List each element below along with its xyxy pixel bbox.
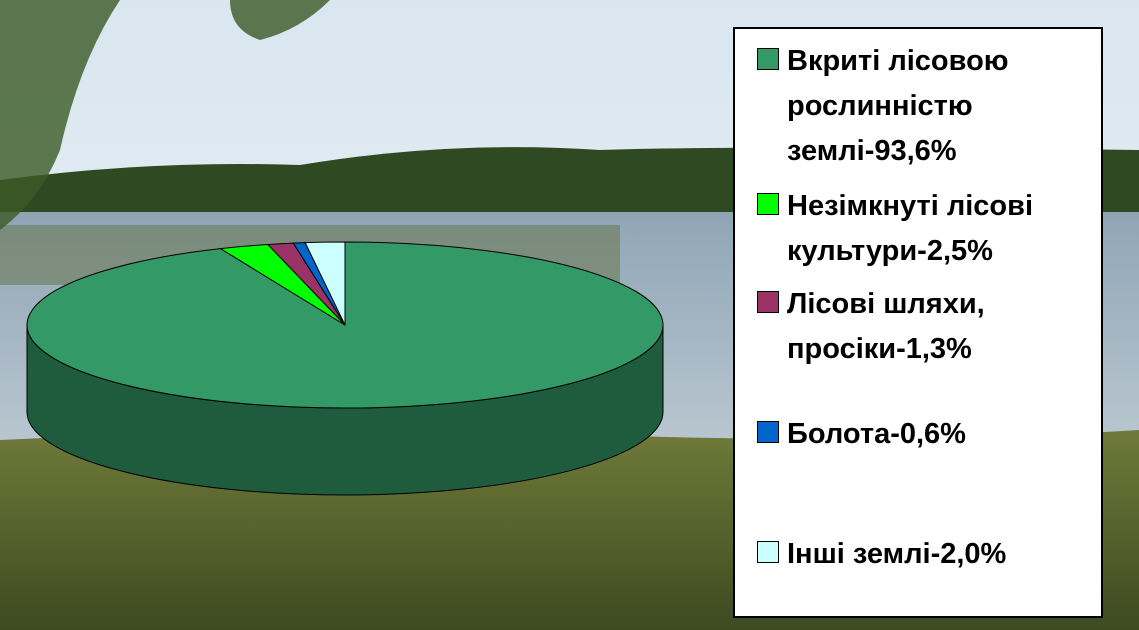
legend-swatch bbox=[757, 541, 779, 563]
legend-entry: Вкриті лісовою рослинністю землі-93,6% bbox=[757, 39, 1097, 174]
legend: Вкриті лісовою рослинністю землі-93,6% Не… bbox=[733, 27, 1103, 618]
legend-label: Вкриті лісовою рослинністю землі-93,6% bbox=[787, 45, 1009, 167]
legend-label: Інші землі-2,0% bbox=[787, 538, 1007, 570]
legend-swatch bbox=[757, 291, 779, 313]
pie bbox=[26, 241, 664, 496]
legend-entry: Лісові шляхи, просіки-1,3% bbox=[757, 282, 1097, 372]
legend-swatch bbox=[757, 193, 779, 215]
slice bbox=[304, 241, 346, 326]
legend-entry: Незімкнуті лісові культури-2,5% bbox=[757, 184, 1097, 274]
legend-swatch bbox=[757, 421, 779, 443]
legend-label: Незімкнуті лісові культури-2,5% bbox=[787, 190, 1034, 267]
legend-entry: Болота-0,6% bbox=[757, 412, 1097, 457]
legend-swatch bbox=[757, 48, 779, 70]
legend-label: Лісові шляхи, просіки-1,3% bbox=[787, 288, 985, 365]
legend-label: Болота-0,6% bbox=[787, 418, 966, 450]
legend-entry: Інші землі-2,0% bbox=[757, 532, 1097, 577]
